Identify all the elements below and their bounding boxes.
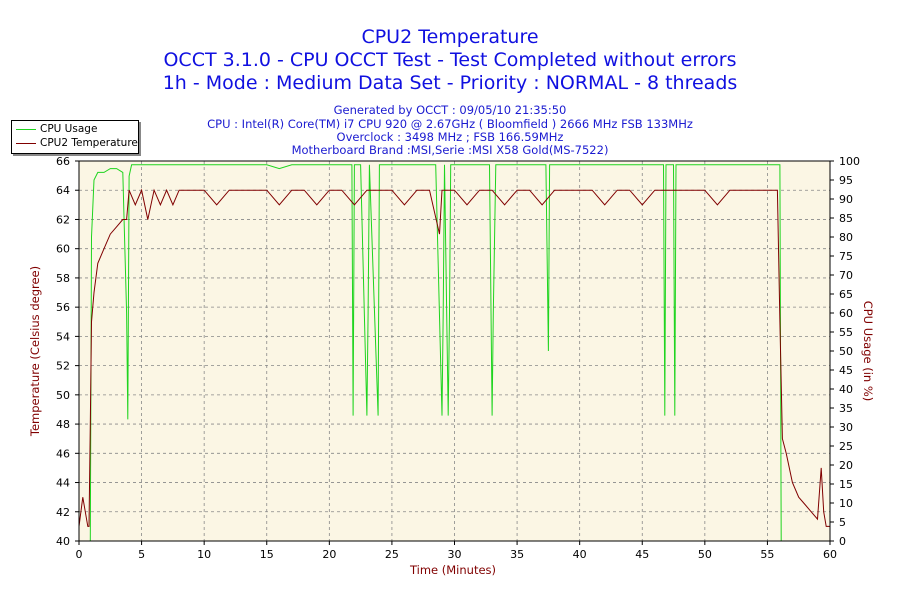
y-right-tick-label: 30 [839,421,853,434]
x-tick-label: 45 [635,548,649,561]
x-tick-label: 40 [573,548,587,561]
series-line-cpu2-temperature [78,188,830,527]
y-right-tick-label: 20 [839,459,853,472]
y-left-tick-label: 40 [56,535,70,548]
y-right-tick-label: 25 [839,440,853,453]
x-tick-label: 50 [698,548,712,561]
x-tick-label: 20 [322,548,336,561]
info-cpu: CPU : Intel(R) Core(TM) i7 CPU 920 @ 2.6… [207,117,693,131]
axis-ticks: 0 5 10 15 20 25 30 35 40 45 50 55 604042444648505254… [56,155,860,561]
y-left-tick-label: 44 [56,477,70,490]
plot-area [79,161,830,541]
info-motherboard: Motherboard Brand :MSI,Serie :MSI X58 Go… [291,143,609,157]
chart-title: CPU2 Temperature [361,26,539,48]
x-tick-label: 10 [197,548,211,561]
y-right-tick-label: 40 [839,383,853,396]
y-axis-left-label: Temperature (Celsius degree) [28,266,42,437]
legend-item-usage: CPU Usage [16,123,97,136]
y-right-tick-label: 60 [839,307,853,320]
legend-item-temperature: CPU2 Temperature [16,137,138,150]
y-left-tick-label: 42 [56,506,70,519]
y-right-tick-label: 5 [839,516,846,529]
series-line-cpu-usage [79,164,830,542]
y-right-tick-label: 10 [839,497,853,510]
series-layer [78,164,830,542]
x-tick-label: 60 [823,548,837,561]
y-right-tick-label: 70 [839,269,853,282]
y-right-tick-label: 85 [839,212,853,225]
y-left-tick-label: 60 [56,243,70,256]
y-right-tick-label: 0 [839,535,846,548]
y-left-tick-label: 50 [56,389,70,402]
x-tick-label: 0 [76,548,83,561]
chart-subtitle-mode: 1h - Mode : Medium Data Set - Priority :… [162,72,738,94]
y-right-tick-label: 75 [839,250,853,263]
info-overclock: Overclock : 3498 MHz ; FSB 166.59MHz [336,130,564,144]
x-tick-label: 30 [448,548,462,561]
y-right-tick-label: 90 [839,193,853,206]
y-right-tick-label: 35 [839,402,853,415]
legend-label-usage: CPU Usage [40,123,98,135]
y-left-tick-label: 54 [56,330,70,343]
y-left-tick-label: 48 [56,418,70,431]
chart-subtitle-test: OCCT 3.1.0 - CPU OCCT Test - Test Comple… [163,49,737,71]
x-tick-label: 25 [385,548,399,561]
legend-swatch-temperature [16,142,36,144]
y-left-tick-label: 64 [56,184,70,197]
x-tick-label: 55 [760,548,774,561]
y-left-tick-label: 66 [56,155,70,168]
y-left-tick-label: 52 [56,360,70,373]
x-tick-label: 35 [510,548,524,561]
info-generated: Generated by OCCT : 09/05/10 21:35:50 [333,103,567,117]
y-right-tick-label: 15 [839,478,853,491]
y-left-tick-label: 46 [56,447,70,460]
y-right-tick-label: 45 [839,364,853,377]
y-axis-right-label: CPU Usage (in %) [861,301,875,402]
y-right-tick-label: 95 [839,174,853,187]
y-right-tick-label: 65 [839,288,853,301]
x-tick-label: 15 [260,548,274,561]
y-right-tick-label: 55 [839,326,853,339]
x-tick-label: 5 [138,548,145,561]
y-left-tick-label: 56 [56,301,70,314]
y-right-tick-label: 80 [839,231,853,244]
grid-lines [79,161,830,541]
legend: CPU Usage CPU2 Temperature [11,120,139,154]
y-left-tick-label: 58 [56,272,70,285]
x-axis-label: Time (Minutes) [409,563,496,577]
y-right-tick-label: 50 [839,345,853,358]
legend-label-temperature: CPU2 Temperature [40,137,138,149]
y-left-tick-label: 62 [56,213,70,226]
legend-swatch-usage [16,128,36,130]
y-right-tick-label: 100 [839,155,860,168]
